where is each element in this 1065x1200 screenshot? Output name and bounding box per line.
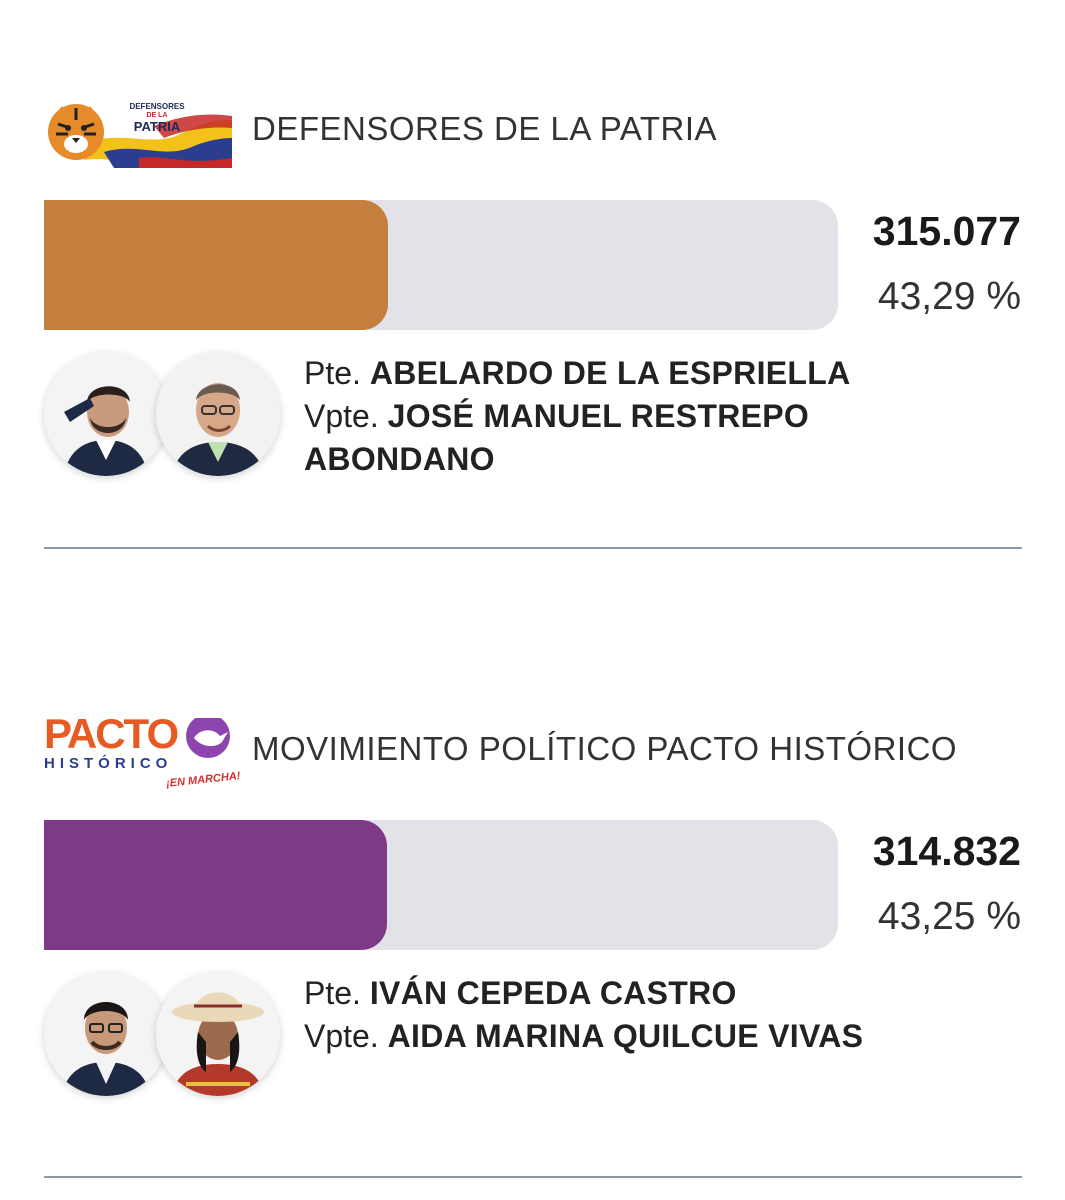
vice-president-name: JOSÉ MANUEL RESTREPO ABONDANO [304, 398, 810, 477]
vote-percentage: 43,29 % [877, 275, 1021, 318]
vote-bar-track [44, 820, 838, 950]
vote-bar-track [44, 200, 838, 330]
party-header: DEFENSORES DE LA PATRIA DEFENSORES DE LA… [44, 90, 1024, 176]
vote-percentage: 43,25 % [877, 895, 1021, 938]
vice-president-role: Vpte. [304, 1018, 379, 1054]
president-role: Pte. [304, 975, 361, 1011]
vote-count: 315.077 [872, 208, 1021, 254]
pacto-historico-logo: PACTO HISTÓRICO ¡EN MARCHA! [44, 712, 241, 790]
president-line: Pte. IVÁN CEPEDA CASTRO [304, 972, 924, 1015]
president-avatar [44, 972, 168, 1096]
candidate-names: Pte. ABELARDO DE LA ESPRIELLA Vpte. JOSÉ… [304, 352, 924, 481]
logo-text: PACTO HISTÓRICO ¡EN MARCHA! [44, 710, 241, 790]
divider [44, 547, 1022, 549]
candidate-names: Pte. IVÁN CEPEDA CASTRO Vpte. AIDA MARIN… [304, 972, 924, 1058]
logo-text: DEFENSORES DE LA PATRIA [129, 102, 185, 134]
party-name: MOVIMIENTO POLÍTICO PACTO HISTÓRICO [252, 730, 958, 767]
defensores-de-la-patria-logo: DEFENSORES DE LA PATRIA [44, 98, 234, 168]
vice-president-avatar [156, 972, 280, 1096]
candidate-avatars [44, 352, 284, 484]
candidate-avatars [44, 972, 284, 1104]
vice-president-avatar [156, 352, 280, 476]
vote-bar-fill [44, 820, 388, 950]
party-name: DEFENSORES DE LA PATRIA [252, 110, 718, 147]
vote-count: 314.832 [872, 828, 1021, 874]
president-name: ABELARDO DE LA ESPRIELLA [369, 355, 851, 391]
president-line: Pte. ABELARDO DE LA ESPRIELLA [304, 352, 924, 395]
divider [44, 1176, 1022, 1178]
vice-president-line: Vpte. AIDA MARINA QUILCUE VIVAS [304, 1015, 924, 1058]
president-avatar [44, 352, 168, 476]
president-name: IVÁN CEPEDA CASTRO [369, 975, 737, 1011]
vote-bar-fill [44, 200, 388, 330]
vice-president-line: Vpte. JOSÉ MANUEL RESTREPO ABONDANO [304, 395, 924, 481]
president-role: Pte. [304, 355, 361, 391]
vice-president-name: AIDA MARINA QUILCUE VIVAS [387, 1018, 864, 1054]
vice-president-role: Vpte. [304, 398, 379, 434]
party-header: PACTO HISTÓRICO ¡EN MARCHA! MOVIMIENTO P… [44, 710, 1024, 796]
